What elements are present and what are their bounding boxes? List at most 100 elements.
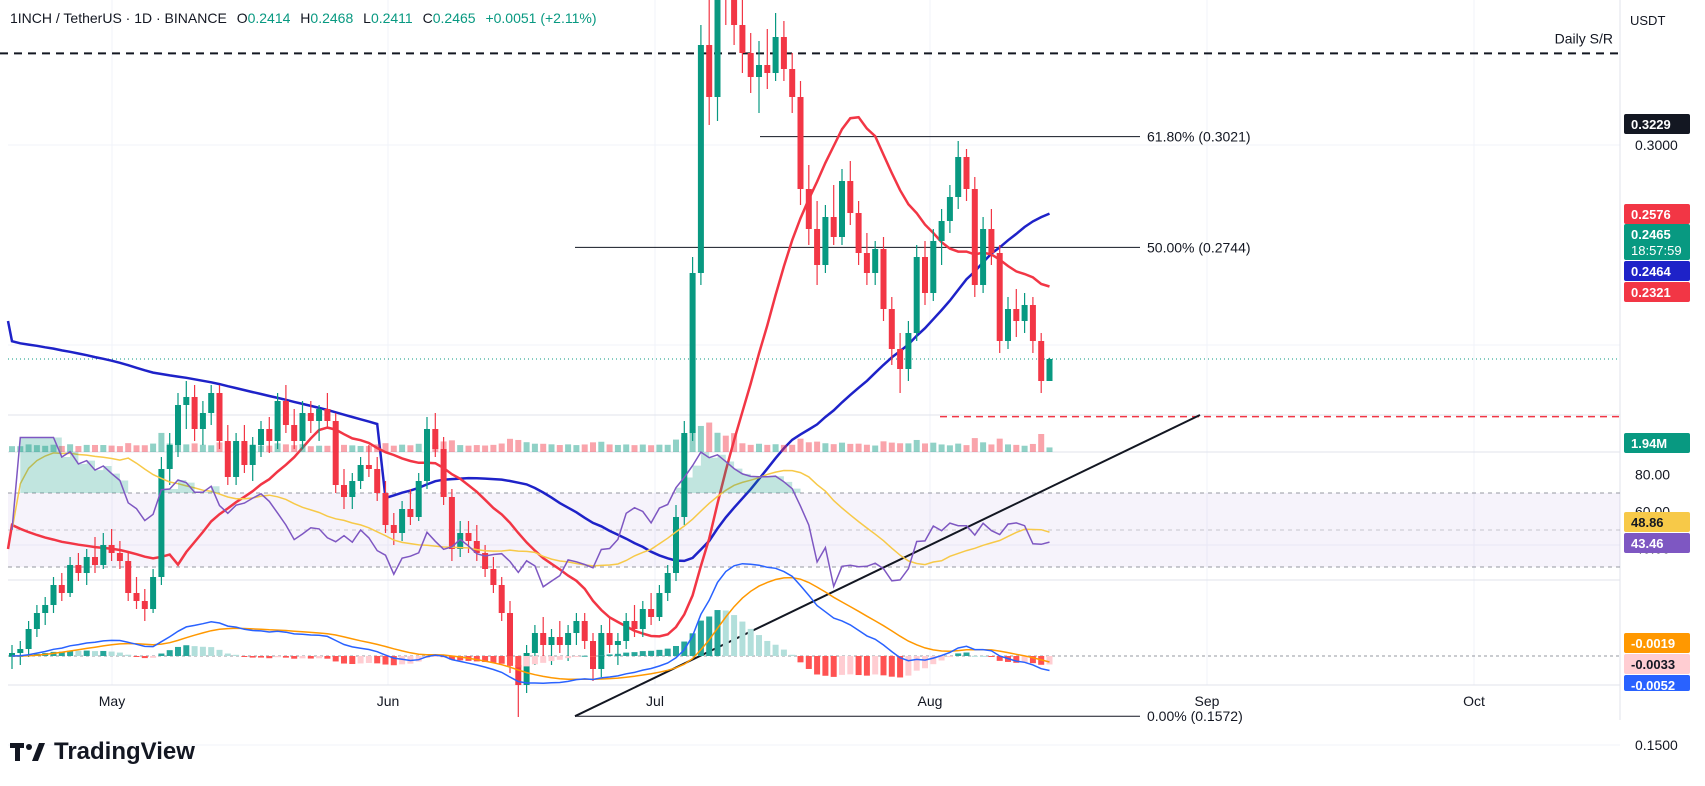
volume-bar — [258, 445, 264, 452]
volume-bar — [930, 442, 937, 452]
candle-body — [847, 181, 854, 213]
candle-body — [581, 621, 588, 641]
volume-bar — [814, 441, 821, 452]
macd-histogram-bar — [756, 635, 762, 656]
volume-bar — [897, 443, 904, 452]
candle-body — [756, 65, 762, 77]
tradingview-logo[interactable]: TradingView — [10, 738, 195, 766]
candle-body — [498, 585, 505, 613]
candle-body — [664, 573, 671, 593]
close-label: C — [422, 10, 433, 26]
macd-histogram-bar — [100, 650, 107, 656]
x-tick-label: Aug — [918, 693, 943, 709]
candle-body — [349, 481, 356, 497]
macd-histogram-bar — [349, 656, 356, 665]
candle-body — [805, 189, 812, 229]
last-price-tag-bg — [1624, 224, 1690, 260]
close-value: 0.2465 — [432, 10, 476, 26]
candle-body — [407, 509, 414, 517]
volume-bar — [9, 446, 15, 452]
candle-body — [17, 649, 24, 653]
candle-body — [490, 569, 497, 585]
macd-histogram-bar — [1013, 656, 1020, 663]
candle-body — [332, 421, 339, 485]
volume-bar — [42, 445, 49, 452]
macd-histogram-bar — [341, 656, 347, 664]
volume-bar — [175, 442, 181, 452]
ma-blue-line — [6, 212, 1050, 563]
macd-histogram-bar — [673, 645, 679, 656]
rsi-value-tag-bg — [1624, 533, 1690, 553]
ma-red-price-tag: 0.2576 — [1631, 207, 1671, 222]
volume-bar — [482, 445, 489, 452]
macd-hist-tag-bg — [1624, 654, 1690, 674]
volume-bar — [780, 444, 787, 452]
macd-histogram-bar — [291, 656, 298, 659]
macd-histogram-bar — [764, 640, 771, 656]
candle-body — [324, 409, 331, 421]
macd-histogram-bar — [158, 653, 165, 656]
candle-body — [50, 585, 57, 605]
volume-bar — [349, 445, 356, 452]
candle-body — [249, 445, 256, 465]
candle-body — [598, 633, 605, 669]
support-price-tag: 0.2321 — [1631, 285, 1671, 300]
macd-histogram-bar — [697, 620, 704, 656]
volume-bar — [390, 445, 397, 452]
volume-bar — [590, 442, 596, 452]
macd-histogram-bar — [108, 651, 115, 656]
candle-body — [656, 593, 663, 617]
candle-body — [1029, 305, 1036, 341]
macd-histogram-bar — [141, 656, 148, 659]
volume-bar — [316, 445, 323, 452]
macd-line — [11, 562, 1050, 685]
daily-sr-price-tag-bg — [1624, 114, 1690, 134]
macd-histogram-bar — [805, 656, 812, 669]
low-label: L — [363, 10, 371, 26]
volume-tag-bg — [1624, 433, 1690, 453]
candle-body — [183, 397, 190, 405]
x-tick-label: Sep — [1195, 693, 1220, 709]
candle-body — [216, 393, 223, 441]
macd-histogram-bar — [747, 628, 754, 656]
macd-histogram-bar — [258, 656, 264, 658]
volume-bar — [839, 442, 845, 452]
volume-bar — [465, 445, 472, 452]
macd-histogram-bar — [133, 656, 140, 657]
candle-body — [100, 545, 107, 565]
macd-histogram-bar — [58, 651, 65, 656]
candle-body — [590, 641, 596, 669]
macd-histogram-bar — [175, 646, 181, 656]
symbol-label[interactable]: 1INCH / TetherUS · 1D · BINANCE — [10, 10, 227, 26]
candle-body — [382, 493, 389, 525]
candle-body — [980, 229, 987, 285]
volume-bar — [208, 445, 215, 452]
candle-body — [697, 45, 704, 273]
macd-histogram-bar — [648, 650, 655, 656]
candle-body — [33, 613, 40, 629]
candle-body — [1005, 309, 1011, 341]
volume-bar — [955, 443, 962, 452]
volume-bar — [988, 444, 995, 452]
volume-bar — [623, 444, 630, 452]
macd-histogram-bar — [573, 656, 580, 657]
volume-bar — [266, 445, 273, 452]
candle-body — [714, 0, 721, 97]
macd-histogram-bar — [797, 656, 804, 663]
macd-histogram-bar — [822, 656, 829, 676]
volume-bar — [1038, 434, 1045, 452]
candle-body — [67, 565, 74, 593]
price-tick-label: 0.1500 — [1635, 737, 1678, 753]
x-tick-label: Jun — [377, 693, 400, 709]
candle-body — [432, 429, 439, 449]
candle-body — [955, 157, 962, 197]
volume-bar — [440, 441, 447, 452]
candle-body — [631, 621, 638, 629]
macd-histogram-bar — [631, 652, 638, 656]
macd-value-tag-bg — [1624, 675, 1690, 691]
volume-bar — [116, 446, 123, 452]
candle-body — [556, 637, 563, 645]
macd-histogram-bar — [839, 656, 845, 675]
volume-bar — [1029, 443, 1036, 452]
